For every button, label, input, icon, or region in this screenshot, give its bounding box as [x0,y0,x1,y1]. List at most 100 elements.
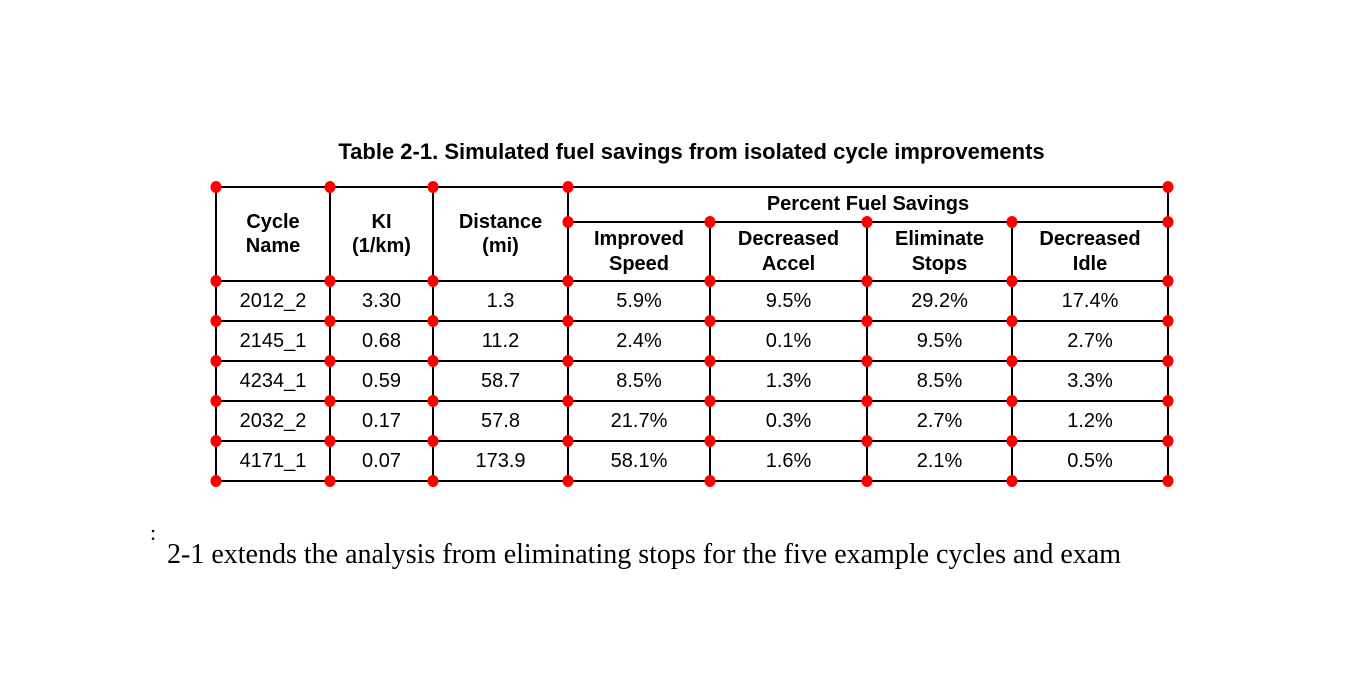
table-caption: Table 2-1. Simulated fuel savings from i… [338,139,1045,164]
corner-marker-dot [704,395,716,407]
table-cell: 3.30 [329,280,434,322]
table-cell: 9.5% [709,280,868,322]
corner-marker-dot [427,181,439,193]
corner-marker-dot [1006,216,1018,228]
corner-marker-dot [210,395,222,407]
corner-marker-dot [861,475,873,487]
table-cell: 2145_1 [215,320,331,362]
corner-marker-dot [324,355,336,367]
table-cell: 5.9% [567,280,711,322]
column-header-decreased-idle: Decreased Idle [1011,221,1169,282]
column-header-eliminate-stops: Eliminate Stops [866,221,1013,282]
corner-marker-dot [704,315,716,327]
corner-marker-dot [1006,275,1018,287]
table-cell: 58.1% [567,440,711,482]
table-row: 4234_1 0.59 58.7 8.5% 1.3% 8.5% 3.3% [215,360,1169,402]
corner-marker-dot [704,216,716,228]
corner-marker-dot [324,475,336,487]
corner-marker-dot [704,435,716,447]
table-body: 2012_2 3.30 1.3 5.9% 9.5% 29.2% 17.4% 2145_1 0.6… [215,280,1169,482]
table-row: 2012_2 3.30 1.3 5.9% 9.5% 29.2% 17.4% [215,280,1169,322]
table-cell: 1.2% [1011,400,1169,442]
corner-marker-dot [427,475,439,487]
header-row-group: Cycle Name KI (1/km) Distance (mi) Perce… [215,186,1169,282]
table-header: Cycle Name KI (1/km) Distance (mi) Perce… [215,186,1169,282]
table-cell: 4171_1 [215,440,331,482]
corner-marker-dot [210,181,222,193]
table-cell: 0.59 [329,360,434,402]
corner-marker-dot [861,355,873,367]
table-cell: 3.3% [1011,360,1169,402]
corner-marker-dot [1162,435,1174,447]
corner-marker-dot [562,395,574,407]
table-cell: 0.07 [329,440,434,482]
corner-marker-dot [562,181,574,193]
table-cell: 8.5% [866,360,1013,402]
table-cell: 8.5% [567,360,711,402]
table-cell: 57.8 [432,400,569,442]
table-row: 4171_1 0.07 173.9 58.1% 1.6% 2.1% 0.5% [215,440,1169,482]
table-cell: 11.2 [432,320,569,362]
table-cell: 2.7% [866,400,1013,442]
table-cell: 4234_1 [215,360,331,402]
table-cell: 29.2% [866,280,1013,322]
corner-marker-dot [324,181,336,193]
table-cell: 1.3% [709,360,868,402]
table-cell: 0.3% [709,400,868,442]
corner-marker-dot [562,355,574,367]
corner-marker-dot [861,395,873,407]
corner-marker-dot [324,435,336,447]
table-cell: 2032_2 [215,400,331,442]
clipped-char-fragment: : [150,520,157,545]
table-cell: 1.6% [709,440,868,482]
column-header-decreased-accel: Decreased Accel [709,221,868,282]
corner-marker-dot [210,355,222,367]
column-header-improved-speed: Improved Speed [567,221,711,282]
corner-marker-dot [427,435,439,447]
corner-marker-dot [1162,475,1174,487]
column-header-distance: Distance (mi) [432,186,569,282]
table-cell: 21.7% [567,400,711,442]
corner-marker-dot [704,275,716,287]
table-cell: 0.5% [1011,440,1169,482]
table-cell: 2.4% [567,320,711,362]
table-cell: 58.7 [432,360,569,402]
corner-marker-dot [562,275,574,287]
table-cell: 1.3 [432,280,569,322]
data-table: Cycle Name KI (1/km) Distance (mi) Perce… [215,186,1169,482]
corner-marker-dot [427,395,439,407]
corner-marker-dot [210,315,222,327]
table-cell: 17.4% [1011,280,1169,322]
corner-marker-dot [562,315,574,327]
corner-marker-dot [210,435,222,447]
body-paragraph: 2-1 extends the analysis from eliminatin… [167,539,1122,570]
corner-marker-dot [1162,395,1174,407]
corner-marker-dot [324,315,336,327]
corner-marker-dot [1162,355,1174,367]
table-cell: 2.7% [1011,320,1169,362]
corner-marker-dot [861,216,873,228]
corner-marker-dot [324,275,336,287]
corner-marker-dot [1162,216,1174,228]
corner-marker-dot [562,216,574,228]
corner-marker-dot [1006,475,1018,487]
corner-marker-dot [704,475,716,487]
table-cell: 0.1% [709,320,868,362]
corner-marker-dot [1006,395,1018,407]
table-cell: 2.1% [866,440,1013,482]
corner-marker-dot [427,315,439,327]
corner-marker-dot [1162,181,1174,193]
table-cell: 0.68 [329,320,434,362]
header-row-sub: Improved Speed Decreased Accel Eliminate… [216,221,1169,282]
corner-marker-dot [324,395,336,407]
table-cell: 0.17 [329,400,434,442]
corner-marker-dot [427,355,439,367]
corner-marker-dot [1162,275,1174,287]
column-header-ki: KI (1/km) [329,186,434,282]
corner-marker-dot [1162,315,1174,327]
corner-marker-dot [861,435,873,447]
corner-marker-dot [562,475,574,487]
corner-marker-dot [210,475,222,487]
table-cell: 9.5% [866,320,1013,362]
